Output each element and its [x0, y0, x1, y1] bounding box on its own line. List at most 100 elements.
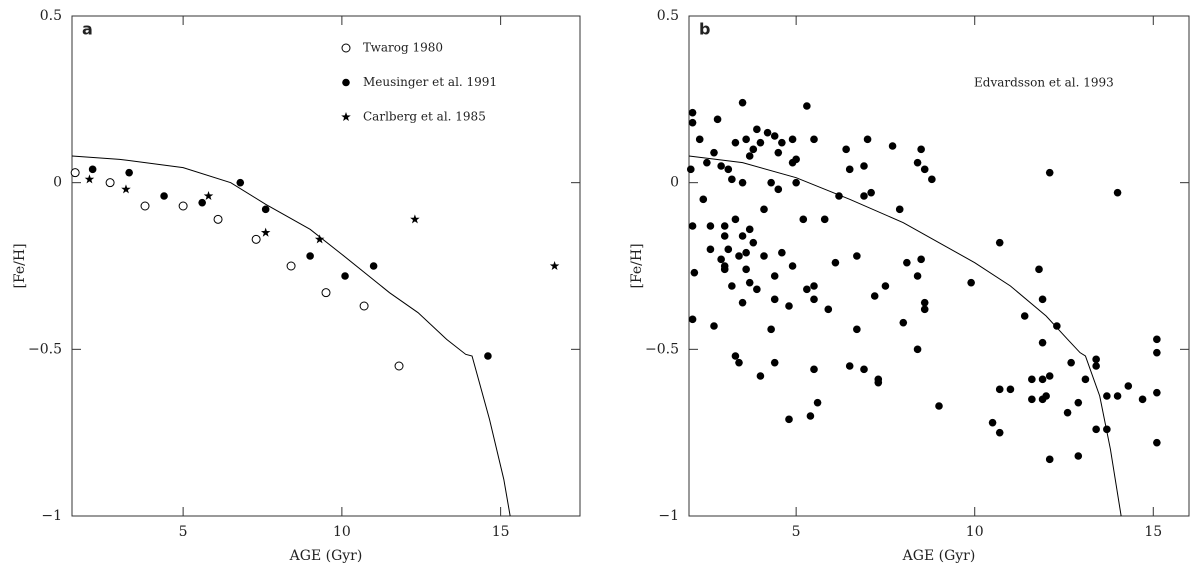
- filled-circle: [903, 258, 911, 267]
- panel-label: b: [699, 20, 710, 39]
- filled-circle: [860, 365, 868, 374]
- filled-circle: [688, 315, 697, 324]
- filled-circle: [706, 245, 715, 254]
- filled-circle: [853, 325, 861, 334]
- filled-circle: [1038, 375, 1047, 384]
- filled-circle: [341, 272, 349, 280]
- filled-circle: [720, 262, 729, 270]
- filled-circle: [785, 302, 793, 310]
- filled-circle: [770, 132, 779, 140]
- x-axis-label: AGE (Gyr): [289, 548, 363, 564]
- filled-circle: [1042, 392, 1050, 400]
- filled-circle: [306, 252, 314, 260]
- filled-circle: [967, 278, 975, 287]
- filled-circle: [1038, 338, 1047, 347]
- star: [341, 112, 351, 122]
- legend-label: Meusinger et al. 1991: [363, 75, 497, 89]
- filled-circle: [820, 215, 829, 224]
- filled-circle: [767, 325, 775, 334]
- filled-circle: [767, 178, 775, 187]
- y-tick-label: 0: [53, 175, 62, 191]
- filled-circle: [788, 135, 797, 144]
- filled-circle: [1138, 395, 1147, 404]
- filled-circle: [713, 115, 722, 124]
- filled-circle: [688, 118, 697, 127]
- filled-circle: [1092, 362, 1100, 370]
- filled-circle: [738, 232, 747, 240]
- filled-circle: [728, 282, 736, 290]
- filled-circle: [995, 385, 1004, 394]
- filled-circle: [860, 162, 868, 170]
- open-circle: [140, 201, 150, 211]
- open-circle: [105, 178, 115, 188]
- filled-circle: [198, 198, 206, 207]
- star: [314, 234, 325, 244]
- filled-circle: [831, 258, 840, 267]
- filled-circle: [1081, 375, 1090, 384]
- filled-circle: [745, 152, 754, 160]
- x-tick-label: 5: [179, 524, 188, 540]
- open-circle: [251, 234, 261, 244]
- filled-circle: [1092, 355, 1100, 364]
- filled-circle: [1092, 425, 1100, 434]
- filled-circle: [853, 252, 861, 260]
- y-axis-label: [Fe/H]: [629, 243, 645, 288]
- filled-circle: [870, 292, 879, 300]
- y-tick-label: −1: [41, 508, 62, 524]
- filled-circle: [1113, 392, 1122, 400]
- filled-circle: [1028, 395, 1036, 404]
- filled-circle: [917, 145, 925, 154]
- filled-circle: [810, 282, 818, 290]
- star: [549, 261, 560, 271]
- y-tick-label: −1: [658, 508, 679, 524]
- filled-circle: [1103, 392, 1111, 400]
- open-circle: [394, 361, 404, 371]
- y-tick-label: 0.5: [657, 8, 679, 24]
- filled-circle: [995, 428, 1004, 437]
- open-circle: [286, 261, 296, 271]
- filled-circle: [1063, 408, 1072, 417]
- filled-circle: [810, 295, 818, 304]
- x-tick-label: 15: [1144, 524, 1162, 540]
- filled-circle: [895, 205, 904, 214]
- star: [260, 227, 271, 237]
- filled-circle: [742, 135, 750, 144]
- filled-circle: [913, 345, 922, 354]
- filled-circle: [724, 245, 733, 254]
- filled-circle: [788, 262, 797, 270]
- annotation: Edvardsson et al. 1993: [974, 76, 1114, 90]
- y-tick-label: 0.5: [40, 8, 62, 24]
- filled-circle: [745, 278, 754, 287]
- filled-circle: [928, 175, 936, 184]
- y-tick-label: −0.5: [28, 341, 62, 357]
- legend-label: Carlberg et al. 1985: [363, 110, 486, 124]
- filled-circle: [738, 98, 747, 107]
- filled-circle: [803, 102, 811, 110]
- filled-circle: [860, 192, 868, 200]
- filled-circle: [745, 225, 754, 234]
- filled-circle: [738, 178, 747, 187]
- legend-label: Twarog 1980: [363, 41, 443, 55]
- filled-circle: [806, 412, 815, 420]
- y-tick-label: 0: [670, 175, 679, 191]
- filled-circle: [369, 262, 378, 270]
- star: [84, 174, 95, 184]
- filled-circle: [935, 402, 943, 410]
- filled-circle: [995, 238, 1004, 247]
- filled-circle: [760, 205, 768, 214]
- filled-circle: [1045, 372, 1054, 380]
- filled-circle: [1124, 382, 1133, 390]
- filled-circle: [888, 142, 897, 150]
- filled-circle: [917, 255, 925, 264]
- filled-circle: [749, 238, 758, 247]
- filled-circle: [756, 138, 765, 147]
- filled-circle: [1028, 375, 1036, 384]
- filled-circle: [899, 318, 908, 327]
- filled-circle: [920, 165, 929, 174]
- x-tick-label: 5: [792, 524, 801, 540]
- filled-circle: [88, 165, 97, 174]
- filled-circle: [690, 268, 699, 277]
- filled-circle: [688, 108, 697, 117]
- filled-circle: [770, 272, 779, 280]
- filled-circle: [867, 188, 875, 197]
